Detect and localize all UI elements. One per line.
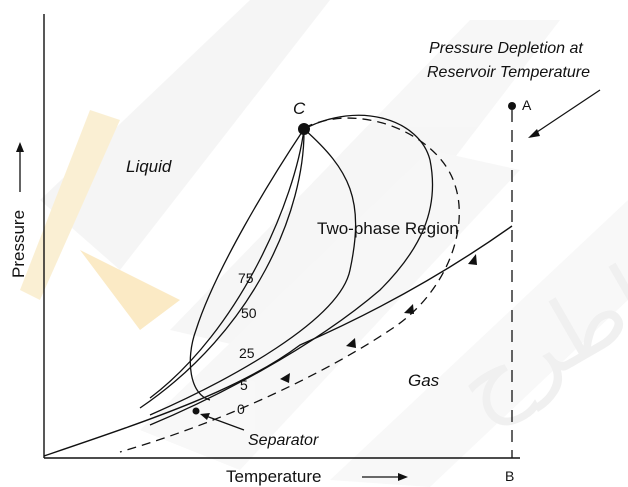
liquid-region-label: Liquid xyxy=(126,157,172,176)
two-phase-region-label: Two-phase Region xyxy=(317,219,459,238)
quality-label-0: 0 xyxy=(237,401,245,417)
separator-point-dot xyxy=(192,407,200,415)
quality-label-25: 25 xyxy=(239,345,255,361)
separator-label: Separator xyxy=(248,432,319,449)
point-a-dot xyxy=(508,102,516,110)
quality-line-75 xyxy=(189,128,305,401)
note-pointer-arrow xyxy=(528,89,601,138)
separator-pointer-arrow xyxy=(200,413,245,431)
flow-arrow xyxy=(346,338,356,348)
phase-envelope-curve xyxy=(43,225,513,457)
gas-region-label: Gas xyxy=(408,371,440,390)
flow-arrow xyxy=(468,254,477,265)
quality-label-50: 50 xyxy=(241,305,257,321)
dew-point-curve-dashed xyxy=(119,117,460,453)
flow-arrow xyxy=(280,373,290,383)
point-a-label: A xyxy=(522,97,532,113)
x-axis-label: Temperature xyxy=(226,467,321,486)
quality-line-50 xyxy=(149,128,305,399)
quality-label-75: 75 xyxy=(238,270,254,286)
quality-line-25 xyxy=(139,128,305,409)
y-axis-label: Pressure xyxy=(9,210,28,278)
depletion-note-line2: Reservoir Temperature xyxy=(427,64,590,81)
watermark: واطرح xyxy=(20,0,628,487)
flow-arrow xyxy=(404,304,414,314)
quality-label-5: 5 xyxy=(240,377,248,393)
critical-point-dot xyxy=(298,123,310,135)
quality-line-0 xyxy=(149,114,434,426)
depletion-note-line1: Pressure Depletion at xyxy=(429,40,583,57)
critical-point-label: C xyxy=(293,99,306,118)
quality-line-5 xyxy=(149,128,357,416)
y-axis-arrow xyxy=(16,142,24,192)
point-b-label: B xyxy=(505,468,514,484)
x-axis-arrow xyxy=(362,473,408,481)
